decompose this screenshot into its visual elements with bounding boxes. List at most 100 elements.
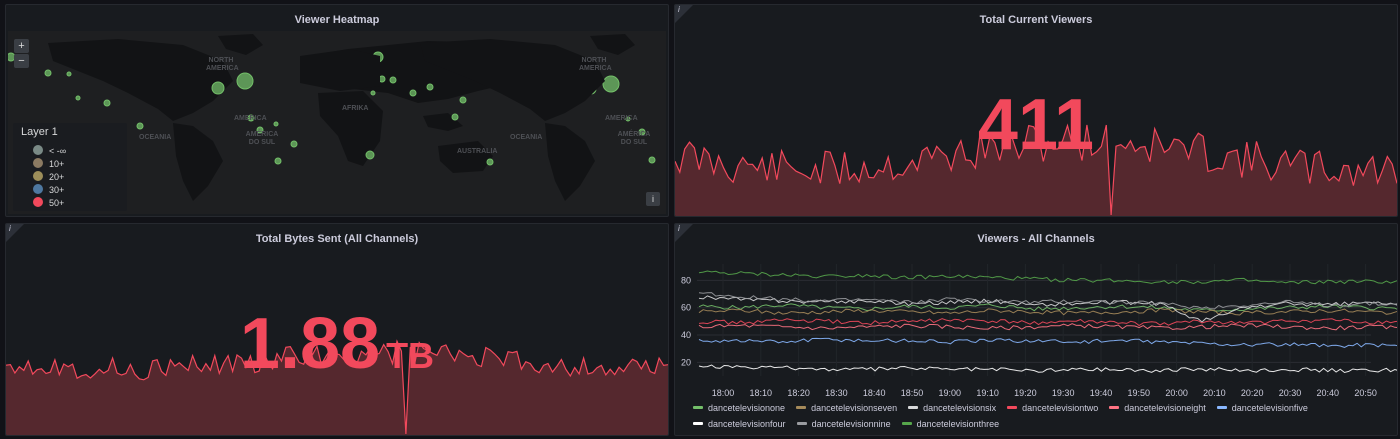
viewer-marker	[638, 128, 646, 136]
viewer-marker	[426, 83, 434, 91]
legend-item-dancetelevisionfive[interactable]: dancetelevisionfive	[1216, 403, 1308, 413]
x-tick-label: 19:20	[1014, 388, 1037, 398]
bytes-unit: TB	[386, 335, 435, 376]
viewer-marker	[625, 116, 631, 122]
legend-item-dancetelevisionone[interactable]: dancetelevisionone	[693, 403, 785, 413]
sparkline-line	[6, 339, 668, 435]
channels-chart[interactable]: 20 40 60 80 18:00 18:10 18:20 18:30 18:40 18:50 19…	[675, 224, 1397, 435]
legend-dot	[33, 145, 43, 155]
map-label: AMÉRICA DO SUL	[245, 131, 279, 146]
x-tick-label: 20:20	[1241, 388, 1264, 398]
info-icon[interactable]: i	[6, 224, 24, 242]
viewer-marker	[290, 140, 298, 148]
map-legend: Layer 1 < -∞ 10+ 20+ 30+ 50+	[13, 123, 127, 211]
bytes-sparkline	[6, 339, 668, 435]
y-tick-label: 60	[681, 303, 691, 313]
viewer-marker	[459, 96, 467, 104]
map-info-button[interactable]: i	[646, 192, 660, 206]
series-line-dancetelevisionsix	[698, 295, 1397, 323]
x-tick-label: 19:30	[1052, 388, 1075, 398]
x-tick-label: 18:00	[712, 388, 735, 398]
y-tick-label: 80	[681, 275, 691, 285]
x-tick-label: 20:10	[1203, 388, 1226, 398]
y-tick-label: 40	[681, 330, 691, 340]
world-map[interactable]: NORTH AMERICA AMERICA OCEANIA AMÉRICA DO…	[8, 31, 666, 214]
info-icon[interactable]: i	[675, 5, 693, 23]
x-tick-label: 18:10	[750, 388, 773, 398]
viewer-marker	[247, 114, 255, 122]
legend-label: dancetelevisionfive	[1231, 403, 1308, 413]
legend-item-dancetelevisionnine[interactable]: dancetelevisionnine	[796, 419, 891, 429]
legend-dot	[33, 197, 43, 207]
legend-item-dancetelevisionseven[interactable]: dancetelevisionseven	[796, 403, 897, 413]
map-label: AUSTRALIA	[457, 148, 498, 155]
legend-item-dancetelevisionthree[interactable]: dancetelevisionthree	[901, 419, 999, 429]
bytes-stat-value: 1.88 TB	[6, 304, 668, 396]
legend-swatch	[901, 422, 912, 425]
map-label: OCEANIA	[510, 134, 543, 141]
legend-label: dancetelevisionfour	[708, 419, 786, 429]
legend-item-dancetelevisionfour[interactable]: dancetelevisionfour	[693, 419, 786, 429]
panel-title: Total Bytes Sent (All Channels)	[255, 233, 419, 245]
viewers-stat-value: 411	[977, 85, 1095, 165]
legend-item: < -∞	[33, 145, 66, 157]
map-label: AMERICA	[234, 115, 267, 122]
legend-item-dancetelevisioneight[interactable]: dancetelevisioneight	[1109, 403, 1206, 413]
viewer-marker	[486, 158, 494, 166]
x-tick-label: 20:50	[1354, 388, 1377, 398]
legend-swatch	[796, 422, 807, 425]
map-label: AMERICA	[605, 115, 638, 122]
viewers-sparkline	[675, 123, 1397, 216]
series-line-dancetelevisionseven	[698, 307, 1397, 316]
series-line-dancetelevisionfive	[698, 337, 1397, 348]
viewer-marker	[273, 121, 279, 127]
viewer-marker	[648, 156, 656, 164]
y-tick-label: 20	[681, 357, 691, 367]
viewer-marker	[211, 81, 225, 95]
legend-swatch	[693, 422, 703, 425]
viewer-marker	[103, 99, 111, 107]
legend-dot	[33, 184, 43, 194]
x-tick-label: 20:00	[1165, 388, 1188, 398]
panel-title: Total Current Viewers	[979, 14, 1093, 26]
legend-label: dancetelevisionone	[708, 403, 786, 413]
legend-label: dancetelevisionsix	[923, 403, 997, 413]
legend-swatch	[1109, 406, 1120, 409]
viewer-marker	[256, 126, 264, 134]
sparkline-area	[675, 125, 1397, 216]
legend-swatch	[1216, 406, 1227, 409]
x-tick-label: 18:20	[787, 388, 810, 398]
info-icon[interactable]: i	[675, 224, 693, 242]
legend-item-dancetelevisiontwo[interactable]: dancetelevisiontwo	[1007, 403, 1098, 413]
viewer-marker	[370, 90, 376, 96]
chart-legend: dancetelevisionone dancetelevisionseven da…	[693, 403, 1319, 413]
series-line-dancetelevisiontwo	[698, 318, 1397, 327]
legend-label: dancetelevisioneight	[1124, 403, 1206, 413]
legend-swatch	[1007, 406, 1018, 409]
legend-dot	[33, 158, 43, 168]
x-tick-label: 19:00	[939, 388, 962, 398]
legend-item: 30+	[33, 184, 64, 196]
bytes-value: 1.88	[239, 304, 381, 384]
x-tick-label: 19:40	[1090, 388, 1113, 398]
map-canvas	[8, 34, 656, 201]
viewer-marker	[66, 71, 72, 77]
series-line-dancetelevisioneight	[698, 323, 1397, 331]
x-tick-label: 18:30	[825, 388, 848, 398]
viewer-marker	[389, 76, 397, 84]
map-label: AMÉRICA DO SUL	[617, 131, 651, 146]
x-tick-label: 18:40	[863, 388, 886, 398]
legend-swatch	[908, 406, 919, 409]
chart-legend: dancetelevisionfour dancetelevisionnine da…	[693, 419, 1010, 429]
zoom-out-button[interactable]: −	[14, 54, 29, 68]
viewer-marker	[44, 69, 52, 77]
legend-dot	[33, 171, 43, 181]
viewer-marker	[451, 113, 459, 121]
viewer-marker	[274, 157, 282, 165]
x-tick-label: 18:50	[901, 388, 924, 398]
map-label: AFRIKA	[342, 105, 369, 112]
zoom-in-button[interactable]: +	[14, 39, 29, 53]
viewer-marker	[75, 95, 81, 101]
legend-item-dancetelevisionsix[interactable]: dancetelevisionsix	[908, 403, 996, 413]
viewer-marker	[409, 89, 417, 97]
